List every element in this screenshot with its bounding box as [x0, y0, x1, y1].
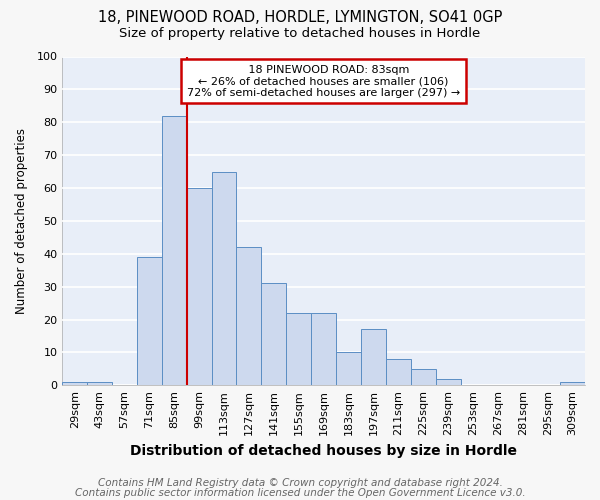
- Bar: [236, 247, 262, 386]
- Bar: [162, 116, 187, 386]
- Bar: [286, 313, 311, 386]
- Text: 18, PINEWOOD ROAD, HORDLE, LYMINGTON, SO41 0GP: 18, PINEWOOD ROAD, HORDLE, LYMINGTON, SO…: [98, 10, 502, 25]
- Bar: [62, 382, 87, 386]
- Text: 18 PINEWOOD ROAD: 83sqm
← 26% of detached houses are smaller (106)
72% of semi-d: 18 PINEWOOD ROAD: 83sqm ← 26% of detache…: [187, 64, 460, 98]
- Bar: [187, 188, 212, 386]
- Bar: [386, 359, 411, 386]
- Bar: [87, 382, 112, 386]
- Bar: [411, 369, 436, 386]
- Text: Contains HM Land Registry data © Crown copyright and database right 2024.: Contains HM Land Registry data © Crown c…: [98, 478, 502, 488]
- X-axis label: Distribution of detached houses by size in Hordle: Distribution of detached houses by size …: [130, 444, 517, 458]
- Bar: [212, 172, 236, 386]
- Bar: [560, 382, 585, 386]
- Text: Size of property relative to detached houses in Hordle: Size of property relative to detached ho…: [119, 28, 481, 40]
- Bar: [336, 352, 361, 386]
- Bar: [137, 257, 162, 386]
- Bar: [436, 378, 461, 386]
- Bar: [311, 313, 336, 386]
- Y-axis label: Number of detached properties: Number of detached properties: [15, 128, 28, 314]
- Text: Contains public sector information licensed under the Open Government Licence v3: Contains public sector information licen…: [74, 488, 526, 498]
- Bar: [361, 330, 386, 386]
- Bar: [262, 284, 286, 386]
